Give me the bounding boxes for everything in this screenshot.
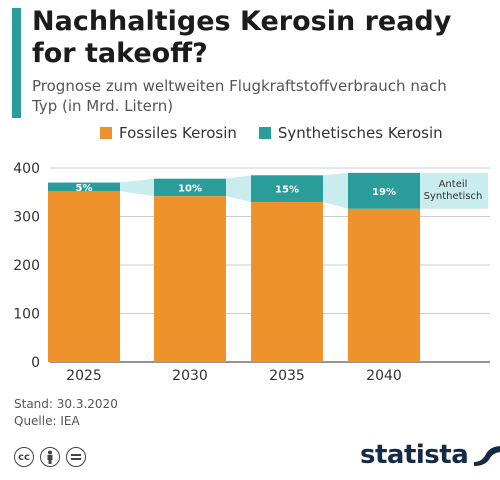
y-tick-label: 200 xyxy=(13,258,40,274)
share-connector-band xyxy=(226,175,251,202)
cc-icon: cc xyxy=(14,447,34,467)
share-label: 10% xyxy=(178,183,202,194)
share-annotation-text: Synthetisch xyxy=(424,191,483,202)
share-label: 5% xyxy=(76,183,93,194)
bar-synthetic-2025 xyxy=(48,182,120,192)
legend-item-fossil: Fossiles Kerosin xyxy=(100,124,237,142)
bar-fossil-2025 xyxy=(48,191,120,362)
footer-source: Quelle: IEA xyxy=(14,414,80,428)
nd-icon xyxy=(66,447,86,467)
by-icon xyxy=(40,447,60,467)
accent-bar xyxy=(12,8,21,118)
share-label: 15% xyxy=(275,185,299,196)
share-annotation-text: Anteil xyxy=(439,179,468,190)
share-annotation-box xyxy=(418,172,488,209)
bar-fossil-2030 xyxy=(154,196,226,362)
chart-title: Nachhaltiges Kerosin ready for takeoff? xyxy=(32,6,452,69)
x-tick-label: 2030 xyxy=(172,368,208,384)
share-label: 19% xyxy=(372,187,396,198)
bar-fossil-2035 xyxy=(251,201,323,362)
chart-subtitle: Prognose zum weltweiten Flugkraftstoffve… xyxy=(32,77,447,115)
bar-fossil-2040 xyxy=(348,208,420,362)
legend-item-synthetic: Synthetisches Kerosin xyxy=(258,124,443,142)
share-connector-band xyxy=(120,178,154,197)
bar-synthetic-2035 xyxy=(251,175,323,202)
bar-synthetic-2030 xyxy=(154,178,226,197)
x-tick-label: 2025 xyxy=(66,368,102,384)
legend-label-fossil: Fossiles Kerosin xyxy=(119,124,237,142)
x-tick-label: 2035 xyxy=(269,368,305,384)
y-tick-label: 400 xyxy=(13,161,40,177)
legend: Fossiles Kerosin Synthetisches Kerosin xyxy=(100,124,465,142)
statista-logo[interactable]: statista xyxy=(360,440,500,470)
legend-label-synthetic: Synthetisches Kerosin xyxy=(277,124,443,142)
legend-swatch-synthetic xyxy=(258,127,271,139)
footer-stand: Stand: 30.3.2020 xyxy=(14,397,118,411)
license-icons: cc xyxy=(14,447,92,467)
x-tick-label: 2040 xyxy=(366,368,402,384)
y-tick-label: 300 xyxy=(13,210,40,226)
share-connector-band xyxy=(323,172,348,209)
statista-logo-text: statista xyxy=(360,440,469,470)
bar-synthetic-2040 xyxy=(348,172,420,209)
y-tick-label: 0 xyxy=(31,355,40,371)
statista-logo-icon xyxy=(474,446,500,466)
legend-swatch-fossil xyxy=(100,127,112,139)
y-tick-label: 100 xyxy=(13,307,40,323)
